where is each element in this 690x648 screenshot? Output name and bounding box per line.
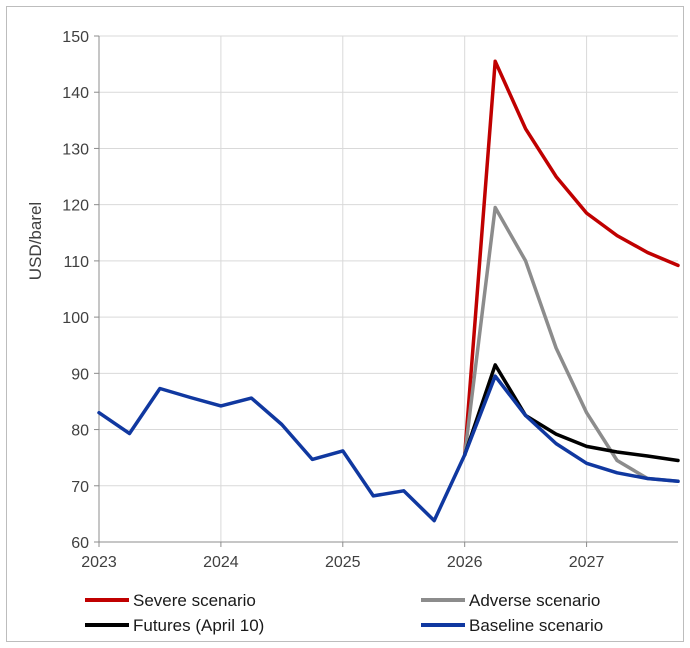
axes xyxy=(94,35,678,547)
y-tick-label: 100 xyxy=(62,310,89,327)
series-lines xyxy=(97,59,680,523)
y-tick-label: 60 xyxy=(71,535,89,552)
series-line-severe-scenario xyxy=(462,59,680,457)
legend: Severe scenario Adverse scenario Futures (… xyxy=(85,591,603,635)
gridlines xyxy=(99,35,678,542)
y-tick-label: 70 xyxy=(71,479,89,496)
legend-label: Futures (April 10) xyxy=(133,616,264,635)
y-tick-label: 120 xyxy=(62,198,89,215)
x-tick-label: 2027 xyxy=(569,554,605,571)
series-line-baseline-scenario xyxy=(97,374,680,523)
y-tick-label: 130 xyxy=(62,141,89,158)
x-tick-labels: 2023 2024 2025 2026 2027 xyxy=(81,554,604,571)
x-tick-label: 2026 xyxy=(447,554,483,571)
x-tick-label: 2023 xyxy=(81,554,117,571)
legend-label: Severe scenario xyxy=(133,591,256,610)
y-tick-label: 80 xyxy=(71,423,89,440)
x-tick-label: 2024 xyxy=(203,554,239,571)
series-line-adverse-scenario xyxy=(462,205,680,484)
y-tick-label: 110 xyxy=(63,254,89,271)
y-tick-label: 90 xyxy=(71,366,89,383)
x-tick-label: 2025 xyxy=(325,554,361,571)
y-tick-labels: 60 70 80 90 100 110 120 130 140 150 xyxy=(62,29,89,552)
legend-label: Baseline scenario xyxy=(469,616,603,635)
chart-frame: 60 70 80 90 100 110 120 130 140 150 2023 2024 2025 2… xyxy=(6,6,684,642)
y-tick-label: 150 xyxy=(62,29,89,46)
legend-label: Adverse scenario xyxy=(469,591,600,610)
y-axis-label: USD/barel xyxy=(26,202,45,280)
y-tick-label: 140 xyxy=(62,85,89,102)
series-line-futures-april-10 xyxy=(462,363,680,463)
